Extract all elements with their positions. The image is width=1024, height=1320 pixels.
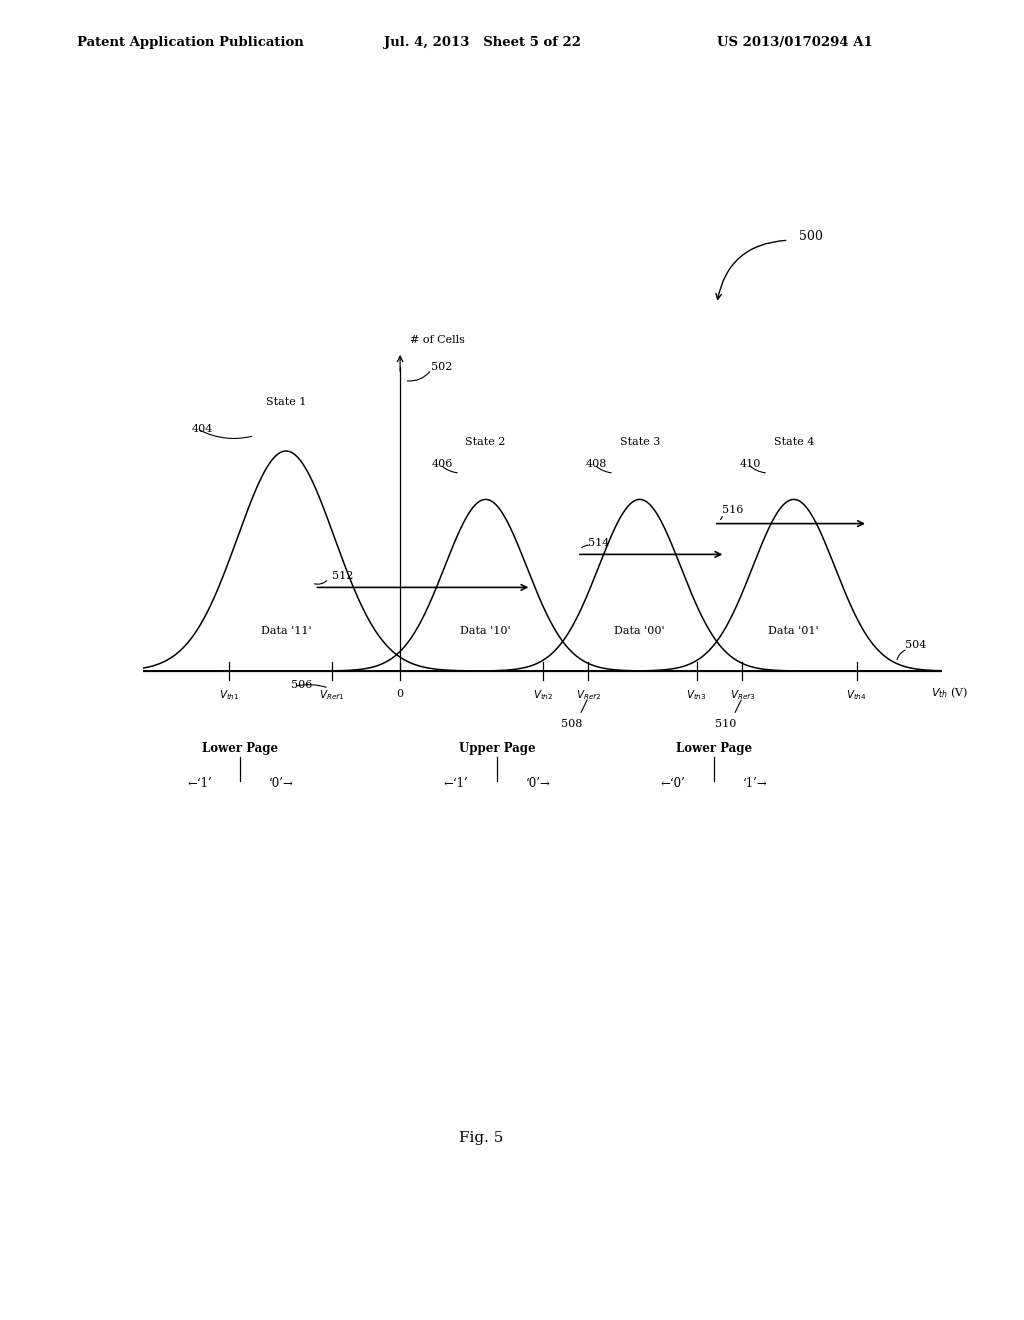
Text: $V_{Ref2}$: $V_{Ref2}$ — [575, 689, 601, 702]
Text: State 3: State 3 — [620, 437, 659, 446]
Text: Lower Page: Lower Page — [203, 742, 279, 755]
Text: Data '11': Data '11' — [261, 626, 311, 636]
Text: Jul. 4, 2013   Sheet 5 of 22: Jul. 4, 2013 Sheet 5 of 22 — [384, 36, 581, 49]
Text: Data '01': Data '01' — [768, 626, 819, 636]
Text: Fig. 5: Fig. 5 — [459, 1131, 504, 1144]
Text: ←‘1’: ←‘1’ — [443, 776, 469, 789]
Text: # of Cells: # of Cells — [411, 335, 465, 346]
Text: Upper Page: Upper Page — [459, 742, 536, 755]
Text: $V_{th2}$: $V_{th2}$ — [532, 689, 553, 702]
Text: Data '10': Data '10' — [461, 626, 511, 636]
Text: 502: 502 — [431, 363, 453, 372]
Text: $V_{th4}$: $V_{th4}$ — [846, 689, 867, 702]
Text: ‘0’→: ‘0’→ — [269, 776, 294, 789]
Text: 0: 0 — [396, 689, 403, 698]
Text: $V_{th3}$: $V_{th3}$ — [686, 689, 707, 702]
Text: Data '00': Data '00' — [614, 626, 665, 636]
Text: 512: 512 — [332, 570, 353, 581]
Text: 506: 506 — [291, 680, 312, 690]
Text: ←‘1’: ←‘1’ — [187, 776, 212, 789]
Text: ‘1’→: ‘1’→ — [742, 776, 767, 789]
Text: 516: 516 — [723, 506, 743, 515]
Text: Patent Application Publication: Patent Application Publication — [77, 36, 303, 49]
Text: State 1: State 1 — [266, 397, 306, 407]
Text: ←‘0’: ←‘0’ — [660, 776, 685, 789]
Text: 504: 504 — [905, 640, 927, 649]
Text: 500: 500 — [799, 230, 822, 243]
Text: Lower Page: Lower Page — [676, 742, 752, 755]
Text: 508: 508 — [560, 719, 582, 730]
Text: $V_{Ref1}$: $V_{Ref1}$ — [319, 689, 344, 702]
Text: $V_{th}$ (V): $V_{th}$ (V) — [931, 685, 968, 700]
Text: 514: 514 — [589, 537, 609, 548]
Text: ‘0’→: ‘0’→ — [525, 776, 551, 789]
Text: 410: 410 — [739, 459, 761, 469]
Text: 408: 408 — [586, 459, 607, 469]
Text: 404: 404 — [191, 424, 213, 434]
Text: $V_{Ref3}$: $V_{Ref3}$ — [730, 689, 755, 702]
Text: State 4: State 4 — [773, 437, 814, 446]
Text: $V_{th1}$: $V_{th1}$ — [219, 689, 240, 702]
Text: US 2013/0170294 A1: US 2013/0170294 A1 — [717, 36, 872, 49]
Text: 406: 406 — [431, 459, 453, 469]
Text: 510: 510 — [715, 719, 736, 730]
Text: State 2: State 2 — [466, 437, 506, 446]
